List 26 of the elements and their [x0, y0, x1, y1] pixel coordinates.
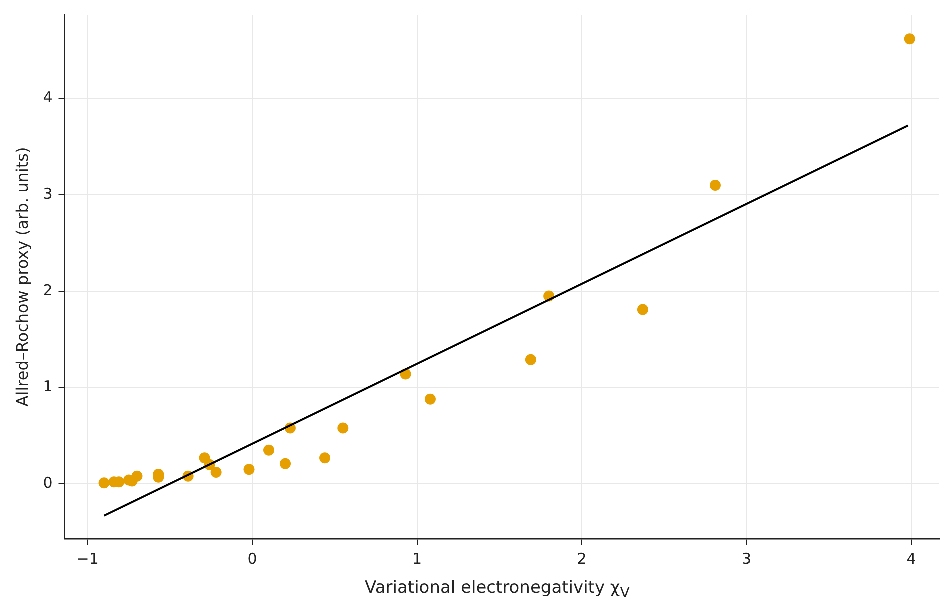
- x-tick-label: 0: [248, 550, 258, 568]
- x-tick-label: 4: [906, 550, 916, 568]
- y-tick-label: 2: [43, 281, 53, 300]
- x-tick-label: 1: [412, 550, 422, 568]
- y-tick-label: 1: [43, 378, 53, 396]
- point: [338, 422, 349, 434]
- point: [525, 354, 536, 366]
- point: [132, 470, 143, 482]
- point: [424, 394, 436, 405]
- x-tick-label: −1: [76, 550, 99, 568]
- point: [904, 34, 916, 45]
- point: [98, 478, 110, 489]
- y-tick-label: 4: [43, 88, 53, 107]
- y-tick-label: 3: [43, 185, 53, 204]
- point: [710, 180, 721, 191]
- point: [320, 452, 331, 464]
- point: [280, 458, 291, 470]
- x-tick-label: 3: [742, 550, 752, 568]
- point: [244, 464, 255, 476]
- y-tick-label: 0: [43, 474, 53, 492]
- x-axis-title: Variational electronegativity χ$_{V}$: [364, 578, 631, 601]
- point: [637, 304, 648, 316]
- point: [210, 467, 222, 478]
- point: [264, 444, 275, 456]
- x-tick-label: 2: [577, 550, 587, 568]
- y-axis-title: Allred–Rochow proxy (arb. units): [12, 147, 32, 407]
